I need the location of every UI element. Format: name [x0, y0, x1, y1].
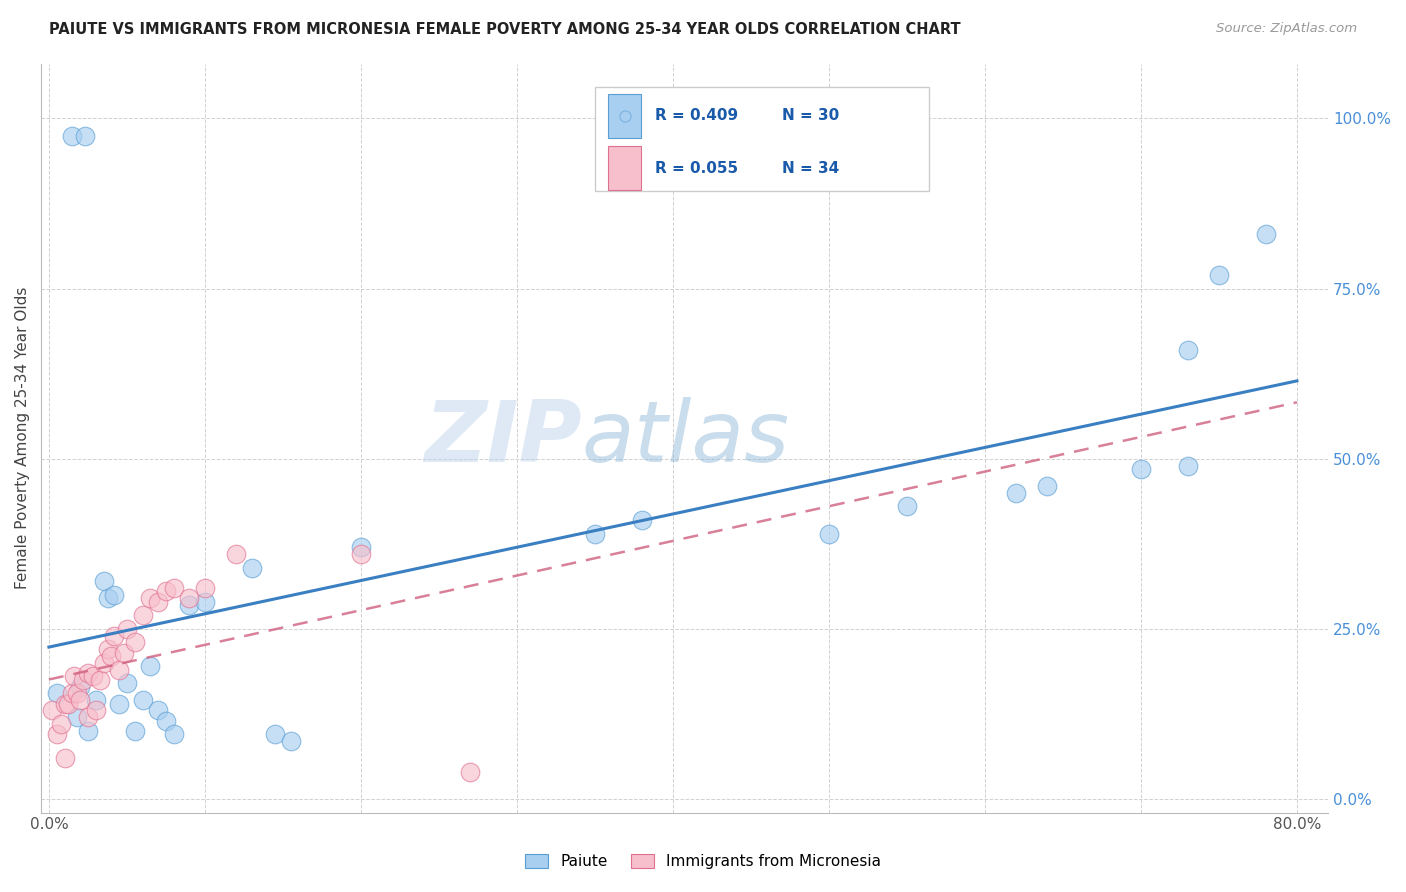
Point — [51, 717, 73, 731]
Point — [45, 727, 67, 741]
Point — [1208, 268, 1230, 282]
Point — [100, 648, 122, 663]
Text: PAIUTE VS IMMIGRANTS FROM MICRONESIA FEMALE POVERTY AMONG 25-34 YEAR OLDS CORREL: PAIUTE VS IMMIGRANTS FROM MICRONESIA FEM… — [49, 22, 960, 37]
Point — [280, 734, 302, 748]
Point — [630, 513, 652, 527]
Point — [179, 598, 201, 612]
Point — [583, 526, 606, 541]
Point — [112, 646, 135, 660]
Point — [350, 547, 373, 561]
Point — [146, 703, 169, 717]
Point — [115, 676, 138, 690]
Point — [139, 659, 162, 673]
Point — [1177, 458, 1199, 473]
Point — [458, 764, 481, 779]
Point — [77, 710, 100, 724]
Point — [146, 594, 169, 608]
Point — [56, 697, 79, 711]
Text: R = 0.055: R = 0.055 — [655, 161, 738, 176]
Text: atlas: atlas — [582, 397, 790, 480]
Point — [84, 693, 107, 707]
Point — [194, 594, 217, 608]
Text: Source: ZipAtlas.com: Source: ZipAtlas.com — [1216, 22, 1357, 36]
Point — [108, 697, 131, 711]
Point — [1036, 479, 1059, 493]
Point — [131, 693, 153, 707]
Point — [124, 635, 146, 649]
Point — [97, 591, 120, 606]
Point — [63, 669, 86, 683]
Point — [264, 727, 287, 741]
Point — [155, 584, 177, 599]
Point — [240, 560, 263, 574]
Text: R = 0.409: R = 0.409 — [655, 108, 738, 123]
Point — [53, 751, 76, 765]
Point — [131, 608, 153, 623]
Point — [350, 540, 373, 554]
Point — [1005, 485, 1028, 500]
FancyBboxPatch shape — [607, 94, 641, 138]
Text: ZIP: ZIP — [425, 397, 582, 480]
Point — [69, 693, 91, 707]
Point — [1177, 343, 1199, 357]
Point — [41, 703, 63, 717]
Point — [1254, 227, 1277, 242]
Point — [163, 727, 186, 741]
Point — [77, 666, 100, 681]
Point — [66, 686, 89, 700]
Point — [82, 669, 104, 683]
Point — [73, 128, 96, 143]
Point — [69, 680, 91, 694]
Point — [89, 673, 111, 687]
Point — [77, 723, 100, 738]
Point — [194, 581, 217, 595]
Point — [139, 591, 162, 606]
Point — [60, 686, 83, 700]
Point — [97, 642, 120, 657]
Point — [60, 128, 83, 143]
Point — [818, 526, 841, 541]
Point — [93, 574, 115, 589]
Point — [53, 697, 76, 711]
Point — [45, 686, 67, 700]
Point — [225, 547, 247, 561]
Point — [155, 714, 177, 728]
Point — [103, 588, 125, 602]
FancyBboxPatch shape — [607, 146, 641, 190]
Point — [66, 710, 89, 724]
Legend: Paiute, Immigrants from Micronesia: Paiute, Immigrants from Micronesia — [519, 848, 887, 875]
Text: N = 34: N = 34 — [782, 161, 839, 176]
Point — [163, 581, 186, 595]
Point — [103, 629, 125, 643]
Point — [115, 622, 138, 636]
Text: N = 30: N = 30 — [782, 108, 839, 123]
Point — [108, 663, 131, 677]
Point — [124, 723, 146, 738]
Y-axis label: Female Poverty Among 25-34 Year Olds: Female Poverty Among 25-34 Year Olds — [15, 287, 30, 590]
Point — [72, 673, 94, 687]
Point — [179, 591, 201, 606]
Point — [93, 656, 115, 670]
Point — [84, 703, 107, 717]
Point — [896, 500, 918, 514]
Point — [1129, 462, 1152, 476]
FancyBboxPatch shape — [595, 87, 929, 191]
